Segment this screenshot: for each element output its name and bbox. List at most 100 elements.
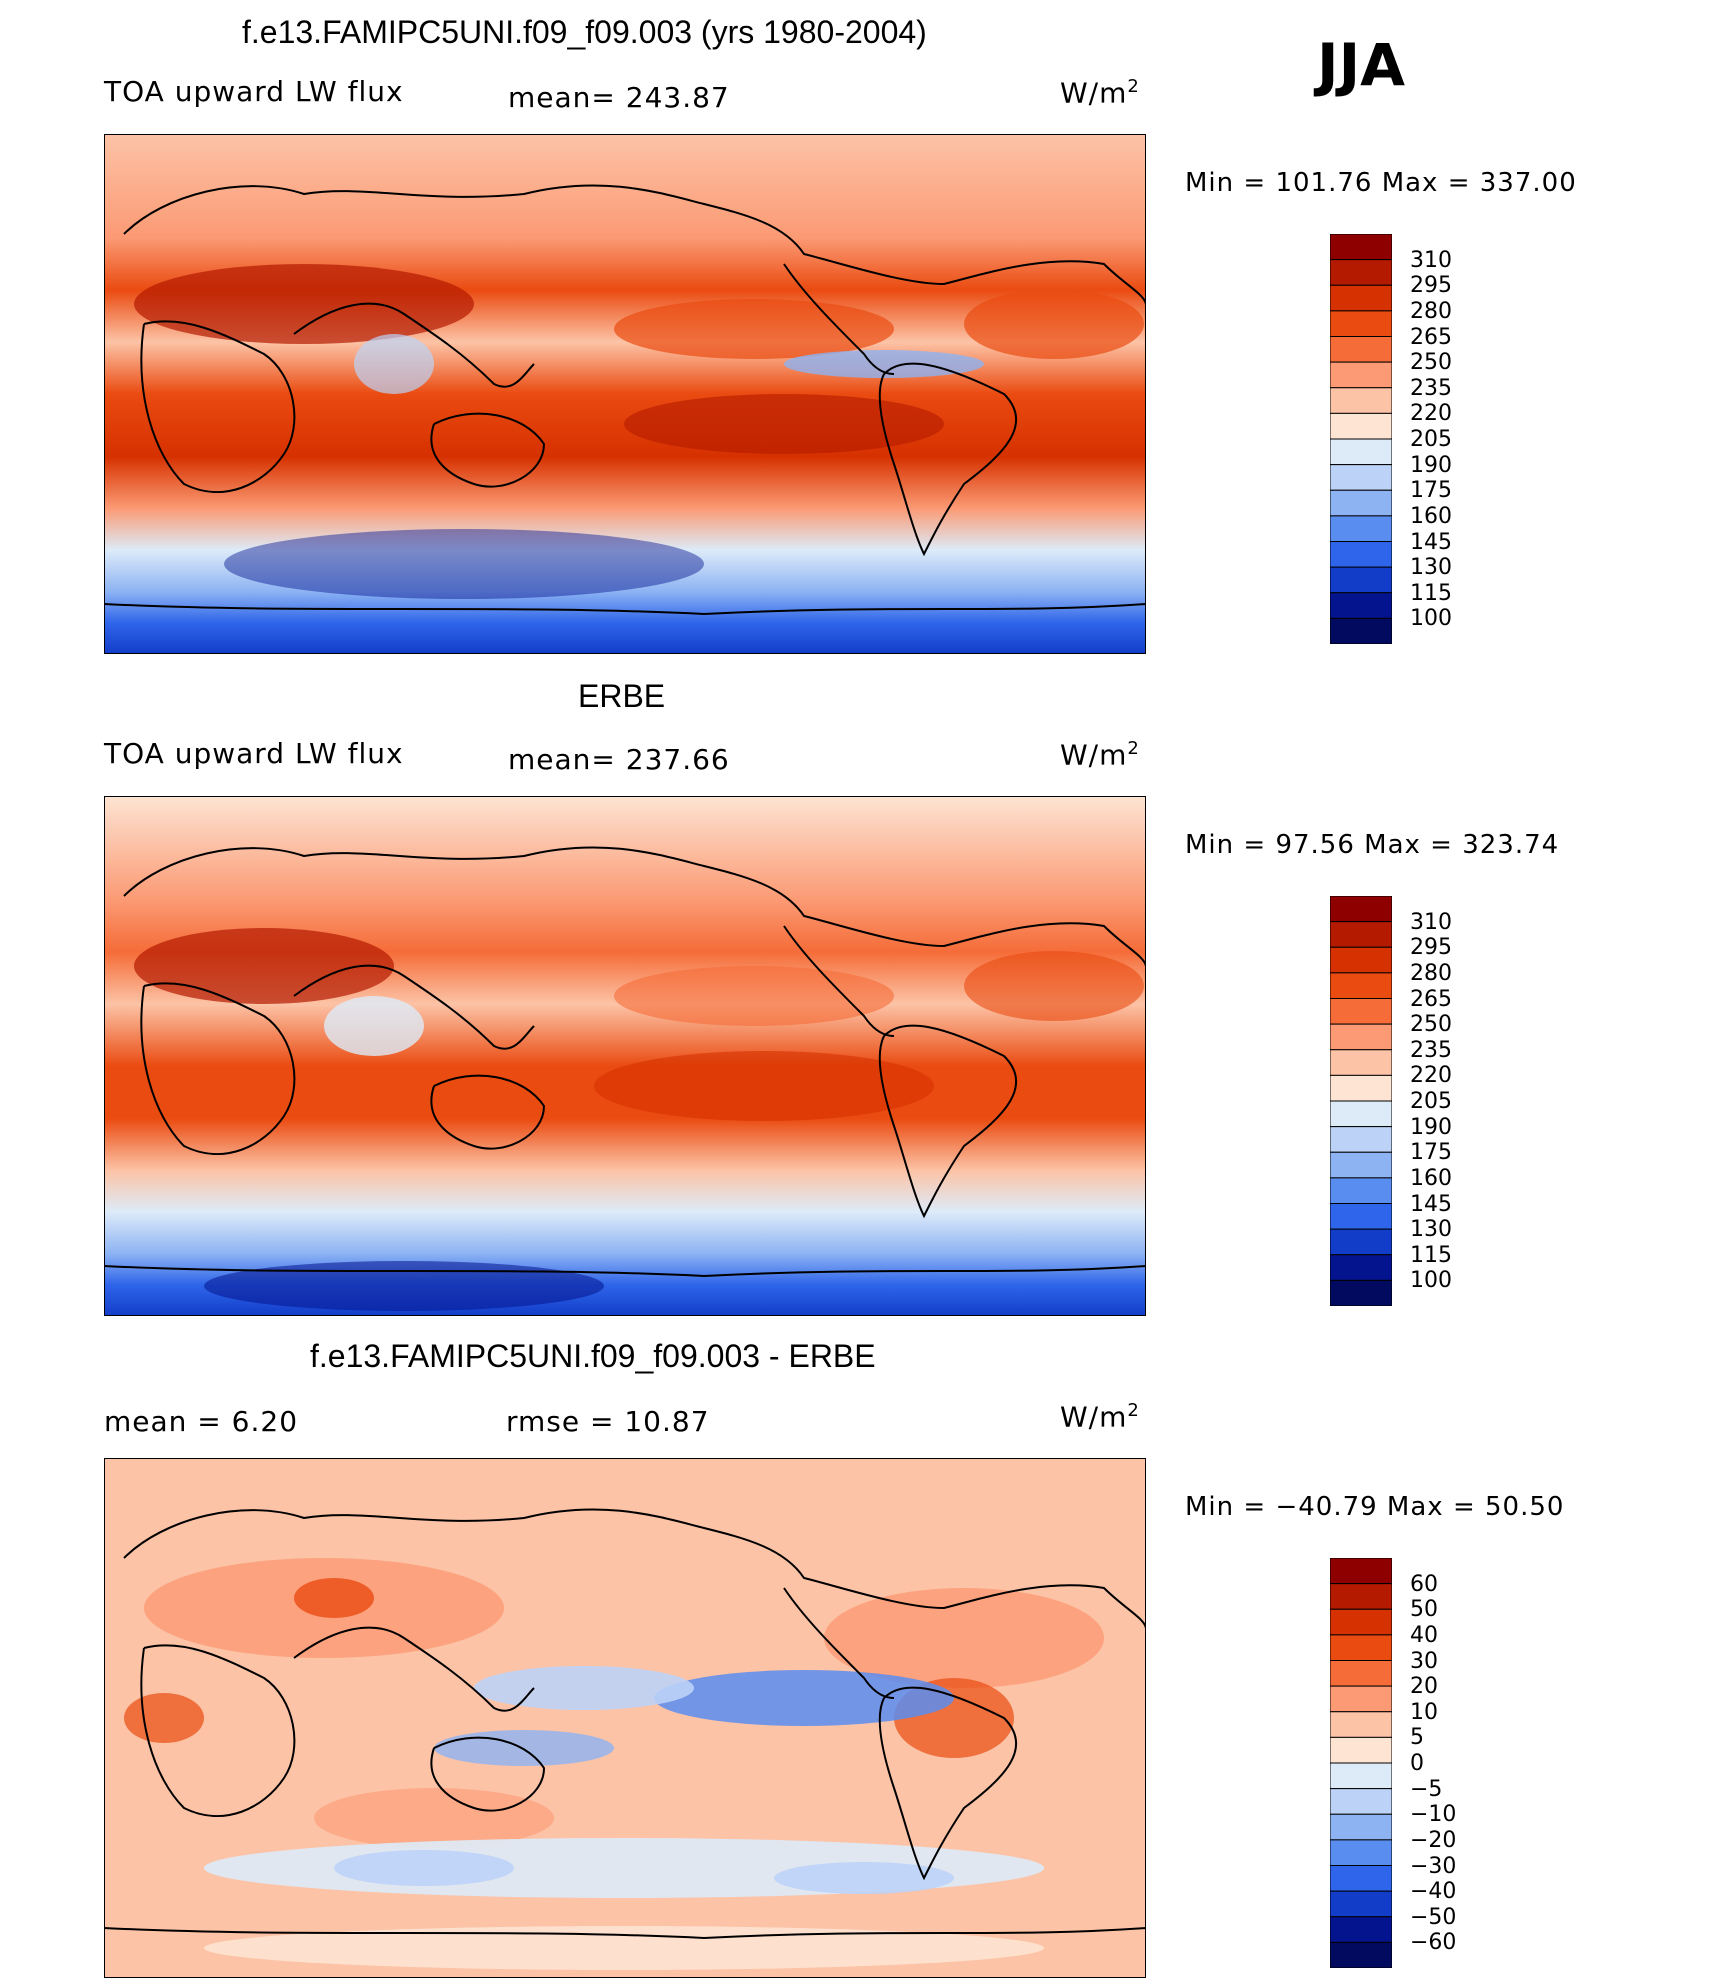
colorbar-tick-label: 265 (1410, 324, 1452, 350)
colorbar-tick-label: 130 (1410, 555, 1452, 581)
colorbar-tick-label: 130 (1410, 1217, 1452, 1243)
colorbar-box (1329, 336, 1393, 363)
colorbar-tick-label: 250 (1410, 350, 1452, 376)
season-label: JJA (1317, 31, 1406, 99)
colorbar-tick-label: 250 (1410, 1012, 1452, 1038)
colorbar-box (1329, 284, 1393, 312)
colorbar-box (1329, 1608, 1393, 1636)
panel-1-colorbar (1329, 233, 1393, 645)
colorbar-tick-label: 205 (1410, 1089, 1452, 1114)
panel-2-map (104, 796, 1146, 1316)
colorbar-tick-label: 265 (1410, 986, 1452, 1012)
panel-3-rmse-label: rmse = 10.87 (506, 1405, 710, 1438)
colorbar-tick-label: 100 (1410, 1268, 1452, 1294)
panel-1-map (104, 134, 1146, 654)
colorbar-tick-label: 235 (1410, 375, 1452, 401)
colorbar-tick-label: 115 (1410, 1242, 1452, 1268)
colorbar-box (1329, 1762, 1393, 1790)
colorbar-box (1329, 361, 1393, 389)
colorbar-tick-label: 280 (1410, 298, 1452, 324)
colorbar-box (1329, 1685, 1393, 1713)
colorbar-box (1329, 387, 1393, 414)
colorbar-tick-label: 175 (1410, 478, 1452, 504)
colorbar-tick-label: −30 (1410, 1853, 1457, 1879)
colorbar-box (1329, 998, 1393, 1025)
panel-1-units: W/m2 (1060, 76, 1140, 110)
panel-3-frame (104, 1458, 1146, 1978)
colorbar-tick-label: 220 (1410, 401, 1452, 427)
colorbar-box (1329, 895, 1393, 923)
colorbar-box (1329, 1711, 1393, 1738)
colorbar-box (1329, 1788, 1393, 1815)
colorbar-box (1329, 1583, 1393, 1610)
colorbar-box (1329, 1023, 1393, 1051)
panel-3-colorbar (1329, 1557, 1393, 1969)
colorbar-box (1329, 1865, 1393, 1892)
panel-2-left-label: TOA upward LW flux (104, 737, 404, 770)
colorbar-box (1329, 412, 1393, 440)
colorbar-box (1329, 1177, 1393, 1204)
panel-1-mean-label: mean= 243.87 (508, 81, 730, 114)
panel-2-title: ERBE (578, 678, 666, 714)
panel-3-title: f.e13.FAMIPC5UNI.f09_f09.003 - ERBE (310, 1338, 876, 1374)
panel-1-colorbar-svg (1329, 233, 1393, 645)
colorbar-tick-label: 190 (1410, 1114, 1452, 1140)
colorbar-tick-label: 20 (1410, 1674, 1438, 1700)
colorbar-box (1329, 489, 1393, 517)
colorbar-tick-label: 160 (1410, 503, 1452, 529)
colorbar-box (1329, 464, 1393, 491)
colorbar-box (1329, 946, 1393, 974)
colorbar-box (1329, 1126, 1393, 1153)
colorbar-tick-label: 235 (1410, 1037, 1452, 1063)
colorbar-box (1329, 1634, 1393, 1661)
colorbar-tick-label: 5 (1410, 1725, 1424, 1751)
colorbar-tick-label: −20 (1410, 1827, 1457, 1853)
colorbar-tick-label: 175 (1410, 1140, 1452, 1166)
colorbar-tick-label: 0 (1410, 1751, 1424, 1776)
panel-2-colorbar (1329, 895, 1393, 1307)
colorbar-box (1329, 310, 1393, 337)
colorbar-tick-label: 280 (1410, 960, 1452, 986)
panel-2-mean-label: mean= 237.66 (508, 743, 730, 776)
colorbar-box (1329, 972, 1393, 999)
colorbar-box (1329, 1736, 1393, 1764)
panel-2-minmax: Min = 97.56 Max = 323.74 (1185, 830, 1560, 860)
colorbar-tick-label: 145 (1410, 529, 1452, 555)
colorbar-box (1329, 1151, 1393, 1179)
colorbar-tick-label: −40 (1410, 1879, 1457, 1905)
colorbar-box (1329, 1254, 1393, 1281)
colorbar-tick-label: 60 (1410, 1571, 1438, 1597)
panel-2-units: W/m2 (1060, 738, 1140, 772)
colorbar-tick-label: −50 (1410, 1904, 1457, 1930)
colorbar-box (1329, 592, 1393, 619)
colorbar-box (1329, 438, 1393, 466)
colorbar-box (1329, 617, 1393, 645)
colorbar-tick-label: 295 (1410, 935, 1452, 961)
colorbar-box (1329, 566, 1393, 594)
colorbar-box (1329, 1049, 1393, 1076)
colorbar-box (1329, 1660, 1393, 1687)
colorbar-box (1329, 1916, 1393, 1943)
colorbar-tick-label: −10 (1410, 1802, 1457, 1828)
panel-3-colorbar-svg (1329, 1557, 1393, 1969)
colorbar-box (1329, 515, 1393, 542)
colorbar-tick-label: 100 (1410, 606, 1452, 632)
colorbar-box (1329, 1074, 1393, 1102)
colorbar-box (1329, 1890, 1393, 1918)
colorbar-tick-label: 50 (1410, 1597, 1438, 1623)
colorbar-box (1329, 1557, 1393, 1585)
colorbar-box (1329, 259, 1393, 286)
colorbar-box (1329, 1279, 1393, 1307)
colorbar-box (1329, 1203, 1393, 1230)
panel-1-left-label: TOA upward LW flux (104, 75, 404, 108)
colorbar-tick-label: 160 (1410, 1165, 1452, 1191)
colorbar-tick-label: 220 (1410, 1063, 1452, 1089)
colorbar-box (1329, 1813, 1393, 1841)
colorbar-box (1329, 921, 1393, 948)
panel-1-title: f.e13.FAMIPC5UNI.f09_f09.003 (yrs 1980-2… (242, 14, 927, 50)
colorbar-box (1329, 541, 1393, 568)
colorbar-tick-label: −60 (1410, 1930, 1457, 1956)
colorbar-tick-label: 310 (1410, 909, 1452, 935)
colorbar-tick-label: 115 (1410, 580, 1452, 606)
panel-2-colorbar-svg (1329, 895, 1393, 1307)
